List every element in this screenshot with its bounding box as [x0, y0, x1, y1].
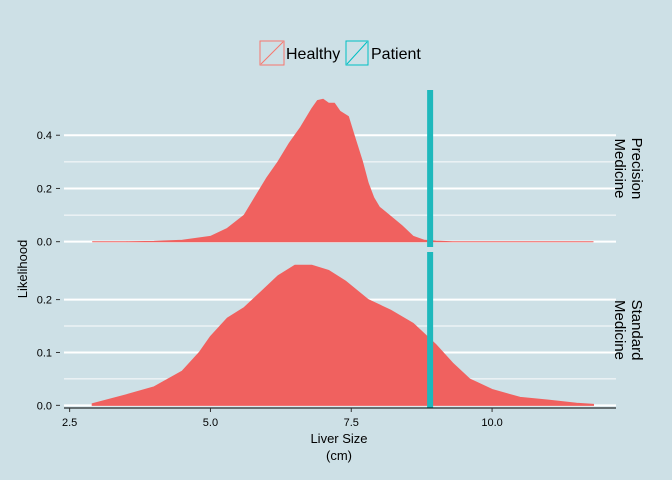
- patient-marker: [427, 90, 434, 247]
- legend-item-patient: Patient: [345, 40, 421, 66]
- x-tick-label: 7.5: [344, 417, 359, 429]
- strip-label: PrecisionMedicine: [611, 138, 645, 200]
- y-tick-label: 0.4: [37, 130, 52, 142]
- density-area-healthy: [91, 264, 594, 406]
- x-axis-title-line1: Liver Size: [310, 431, 367, 446]
- x-tick-label: 5.0: [203, 417, 218, 429]
- patient-marker: [427, 252, 434, 408]
- panel-precision-medicine: 0.0 0.2 0.4 PrecisionMedicine: [37, 98, 645, 249]
- x-axis: 2.5 5.0 7.5 10.0: [62, 407, 616, 429]
- y-tick-label: 0.2: [37, 295, 52, 307]
- x-tick-label: 2.5: [62, 417, 77, 429]
- legend-label-healthy: Healthy: [286, 46, 340, 63]
- x-axis-title-line2: (cm): [326, 448, 352, 463]
- legend-key-patient-slash: [346, 41, 368, 65]
- legend: Healthy Patient: [259, 40, 421, 66]
- patient-markers: [427, 90, 434, 408]
- y-axis-title: Likelihood: [15, 240, 30, 299]
- strip-label: StandardMedicine: [611, 300, 645, 361]
- y-tick-label: 0.2: [37, 183, 52, 195]
- x-tick-label: 10.0: [481, 417, 502, 429]
- legend-item-healthy: Healthy: [259, 40, 340, 66]
- panel-standard-medicine: 0.0 0.1 0.2 StandardMedicine: [37, 264, 645, 412]
- legend-key-healthy-slash: [260, 41, 284, 65]
- y-tick-label: 0.0: [37, 400, 52, 412]
- legend-label-patient: Patient: [371, 46, 421, 63]
- y-tick-label: 0.1: [37, 347, 52, 359]
- y-tick-label: 0.0: [37, 237, 52, 249]
